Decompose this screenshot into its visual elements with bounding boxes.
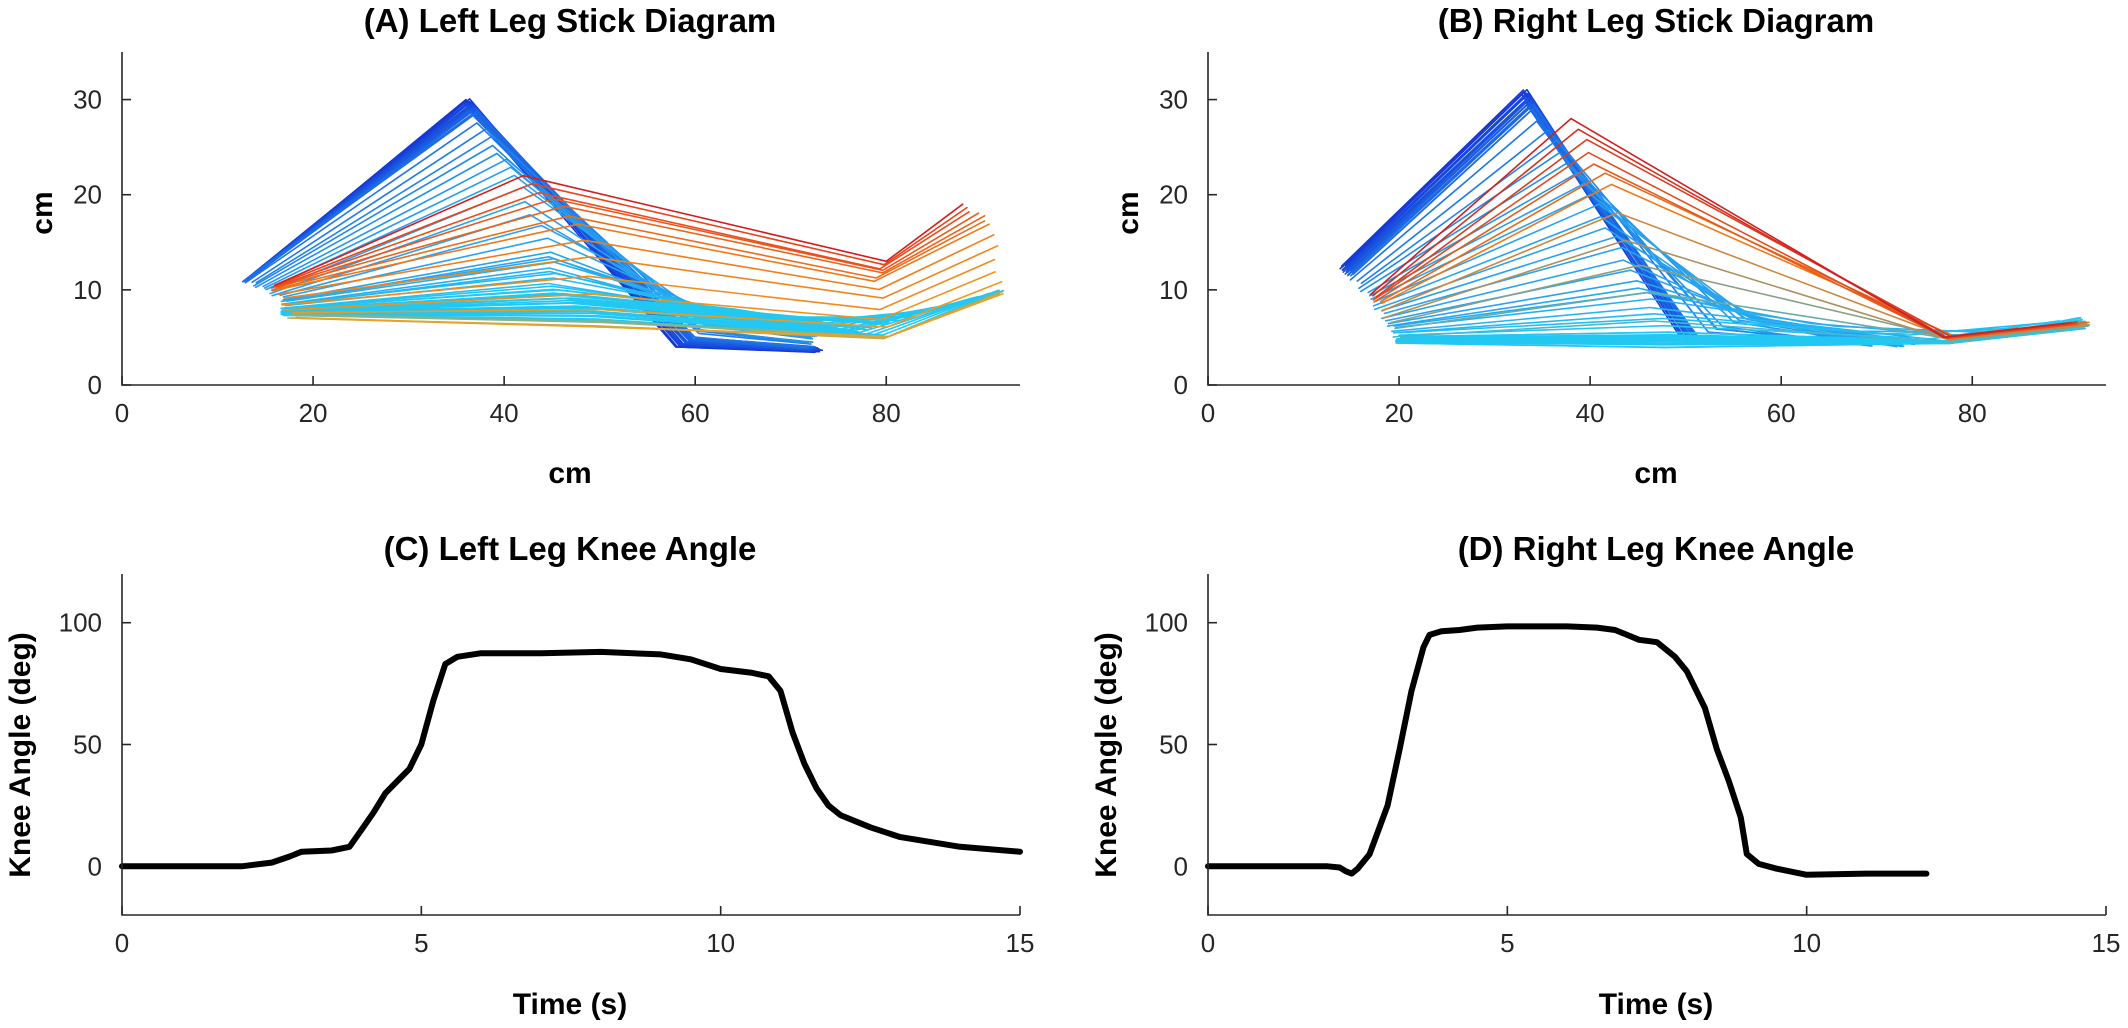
stick-frame xyxy=(285,302,956,328)
y-tick-label: 50 xyxy=(73,730,102,760)
x-axis-label: cm xyxy=(1634,457,1677,490)
y-ticks: 0 10 20 30 xyxy=(73,85,131,400)
x-tick-label: 5 xyxy=(414,928,428,958)
stick-frame xyxy=(278,234,995,296)
x-ticks: 0 20 40 60 80 xyxy=(1201,376,1987,428)
x-ticks: 0 20 40 60 80 xyxy=(115,376,901,428)
stick-frame xyxy=(286,289,999,336)
x-tick-label: 0 xyxy=(1201,398,1215,428)
x-axis-label: Time (s) xyxy=(1599,988,1713,1021)
y-tick-label: 0 xyxy=(1174,370,1188,400)
y-axis-label: Knee Angle (deg) xyxy=(1090,632,1123,878)
x-tick-label: 0 xyxy=(115,928,129,958)
stick-frame xyxy=(254,152,809,343)
stick-frame xyxy=(284,271,996,321)
x-tick-label: 0 xyxy=(115,398,129,428)
stick-frame xyxy=(1379,172,2087,338)
axes-frame xyxy=(1207,574,2106,916)
x-tick-label: 80 xyxy=(1958,398,1987,428)
x-tick-label: 80 xyxy=(872,398,901,428)
stick-frame xyxy=(274,174,964,286)
stick-frame xyxy=(271,215,986,291)
y-tick-label: 20 xyxy=(1159,180,1188,210)
y-tick-label: 0 xyxy=(88,370,102,400)
plot-area xyxy=(1339,88,2091,349)
x-tick-label: 10 xyxy=(706,928,735,958)
panel-b-stick-diagram: (B) Right Leg Stick Diagram cm cm 0 20 40 6… xyxy=(1112,2,2106,490)
x-tick-label: 20 xyxy=(1385,398,1414,428)
x-tick-label: 15 xyxy=(1006,928,1035,958)
y-tick-label: 30 xyxy=(1159,85,1188,115)
panel-d-knee-angle: (D) Right Leg Knee Angle Knee Angle (deg… xyxy=(1090,530,2120,1021)
y-tick-label: 100 xyxy=(59,608,102,638)
x-ticks: 0 5 10 15 xyxy=(1201,906,2121,958)
stick-frame xyxy=(280,295,981,336)
stick-frame xyxy=(273,183,968,287)
plot-area xyxy=(119,648,1023,870)
y-tick-label: 10 xyxy=(1159,275,1188,305)
stick-frame xyxy=(295,293,1004,338)
stick-frame xyxy=(1398,317,2043,336)
axes-frame xyxy=(1207,52,2106,386)
stick-frame xyxy=(1382,239,2085,341)
stick-frame xyxy=(242,102,816,354)
y-ticks: 0 10 20 30 xyxy=(1159,85,1217,400)
plot-area xyxy=(1205,623,1930,878)
x-tick-label: 10 xyxy=(1792,928,1821,958)
knee-angle-line xyxy=(119,648,1023,870)
stick-frame xyxy=(1381,259,1916,346)
x-tick-label: 60 xyxy=(1767,398,1796,428)
x-tick-label: 60 xyxy=(681,398,710,428)
stick-frame xyxy=(1400,325,2089,346)
stick-frame xyxy=(1398,320,2061,340)
x-tick-label: 40 xyxy=(490,398,519,428)
stick-frame xyxy=(1369,117,2069,339)
stick-frame xyxy=(280,302,915,323)
x-tick-label: 0 xyxy=(1201,928,1215,958)
y-tick-label: 30 xyxy=(73,85,102,115)
stick-frame xyxy=(281,258,996,311)
y-axis-label: cm xyxy=(1112,191,1145,234)
x-tick-label: 40 xyxy=(1576,398,1605,428)
stick-frame xyxy=(270,192,970,289)
y-tick-label: 50 xyxy=(1159,730,1188,760)
stick-frame xyxy=(276,205,986,288)
panel-a-stick-diagram: (A) Left Leg Stick Diagram cm cm 0 20 40 60… xyxy=(26,2,1020,490)
y-axis-label: cm xyxy=(26,191,59,234)
stick-frame xyxy=(1372,151,2077,339)
stick-frame xyxy=(275,198,980,288)
stick-frame xyxy=(1347,107,1835,344)
knee-angle-line xyxy=(1205,623,1930,878)
chart-title: (D) Right Leg Knee Angle xyxy=(1458,530,1855,567)
stick-frame xyxy=(1381,211,2087,340)
chart-title: (B) Right Leg Stick Diagram xyxy=(1438,2,1874,39)
stick-frame xyxy=(283,245,999,299)
y-tick-label: 100 xyxy=(1145,608,1188,638)
x-tick-label: 20 xyxy=(299,398,328,428)
chart-title: (C) Left Leg Knee Angle xyxy=(384,530,757,567)
y-axis-label: Knee Angle (deg) xyxy=(4,632,37,878)
y-tick-label: 20 xyxy=(73,180,102,210)
x-axis-label: Time (s) xyxy=(513,988,627,1021)
x-tick-label: 15 xyxy=(2092,928,2121,958)
stick-frame xyxy=(286,302,934,323)
y-ticks: 0 50 100 xyxy=(1145,608,1217,881)
chart-title: (A) Left Leg Stick Diagram xyxy=(364,2,777,39)
x-tick-label: 5 xyxy=(1500,928,1514,958)
panel-c-knee-angle: (C) Left Leg Knee Angle Knee Angle (deg)… xyxy=(4,530,1034,1021)
y-tick-label: 0 xyxy=(88,851,102,881)
axes-frame xyxy=(121,52,1020,386)
y-tick-label: 10 xyxy=(73,275,102,305)
y-tick-label: 0 xyxy=(1174,851,1188,881)
axes-frame xyxy=(121,574,1020,916)
stick-frame xyxy=(271,223,990,292)
stick-frame xyxy=(1346,93,1828,341)
stick-frame xyxy=(292,281,1003,328)
plot-area xyxy=(242,98,1005,354)
x-axis-label: cm xyxy=(548,457,591,490)
y-ticks: 0 50 100 xyxy=(59,608,131,881)
x-ticks: 0 5 10 15 xyxy=(115,906,1035,958)
stick-frame xyxy=(1392,320,2086,344)
